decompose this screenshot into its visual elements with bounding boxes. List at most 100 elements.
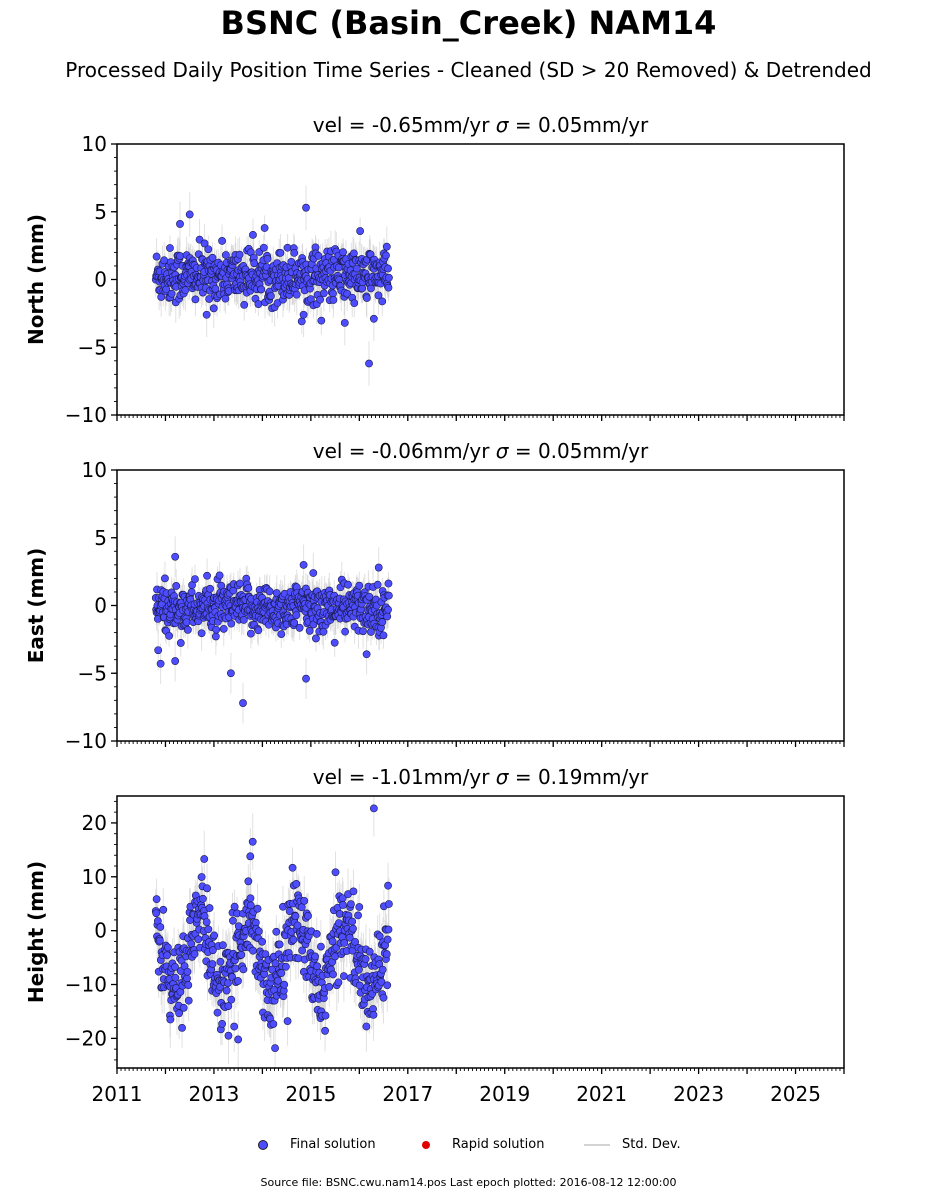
x-tick-label: 2015 — [285, 1082, 336, 1106]
data-point — [291, 912, 300, 921]
data-point — [329, 296, 338, 304]
data-point — [208, 253, 217, 262]
data-layer — [151, 185, 393, 386]
data-point — [299, 310, 308, 319]
data-point — [204, 245, 213, 254]
data-point — [191, 295, 200, 304]
data-point — [248, 837, 257, 846]
legend-final-label: Final solution — [290, 1137, 376, 1152]
data-point — [230, 902, 239, 911]
data-point — [221, 294, 230, 303]
data-point — [347, 900, 355, 909]
data-point — [191, 575, 199, 584]
data-point — [190, 950, 199, 958]
data-point — [253, 904, 262, 913]
data-point — [334, 978, 343, 987]
data-point — [355, 581, 364, 590]
chart-subtitle: Processed Daily Position Time Series - C… — [65, 58, 872, 82]
data-point — [210, 931, 219, 940]
data-point — [219, 624, 228, 633]
data-point — [321, 1011, 330, 1020]
panel-title: vel = -1.01mm/yr σ = 0.19mm/yr — [313, 765, 649, 789]
data-point — [166, 244, 174, 252]
data-point — [317, 316, 326, 325]
data-point — [384, 579, 393, 588]
data-point — [383, 935, 392, 944]
data-point — [249, 946, 257, 955]
data-point — [272, 589, 281, 597]
panel-title: vel = -0.65mm/yr σ = 0.05mm/yr — [313, 113, 649, 137]
data-point — [152, 895, 161, 904]
data-point — [355, 903, 364, 911]
data-point — [384, 273, 393, 282]
legend-std-label: Std. Dev. — [622, 1137, 681, 1152]
data-point — [331, 868, 340, 877]
x-tick-label: 2011 — [92, 1082, 143, 1106]
data-point — [384, 881, 392, 890]
data-point — [204, 925, 213, 934]
final-solution-marker — [258, 1139, 268, 1150]
data-point — [229, 916, 237, 925]
data-point — [339, 248, 347, 257]
data-point — [384, 283, 393, 292]
data-point — [362, 650, 371, 659]
data-point — [211, 284, 220, 293]
data-point — [292, 880, 301, 888]
data-point — [187, 588, 196, 596]
data-point — [257, 285, 266, 294]
legend-rapid-label: Rapid solution — [452, 1137, 545, 1152]
data-point — [382, 950, 391, 959]
data-point — [369, 804, 378, 813]
source-footer: Source file: BSNC.cwu.nam14.pos Last epo… — [260, 1176, 677, 1189]
data-point — [340, 939, 349, 947]
data-point — [197, 873, 206, 881]
data-point — [244, 584, 253, 592]
data-point — [379, 993, 388, 1002]
data-point — [246, 629, 255, 638]
data-point — [239, 699, 247, 707]
legend-std: Std. Dev. — [584, 1137, 681, 1152]
data-point — [367, 628, 375, 636]
y-tick-label: 5 — [94, 526, 107, 550]
data-point — [171, 973, 180, 982]
y-tick-label: 0 — [94, 594, 107, 618]
data-point — [362, 1022, 371, 1031]
data-point — [314, 251, 323, 260]
data-point — [227, 619, 236, 628]
data-point — [227, 995, 236, 1004]
data-point — [176, 639, 185, 647]
data-point — [383, 612, 392, 621]
data-point — [203, 571, 211, 580]
y-axis-label: North (mm) — [24, 214, 48, 345]
data-point — [182, 618, 191, 627]
data-point — [283, 1017, 292, 1026]
data-point — [316, 295, 324, 304]
data-point — [215, 571, 224, 580]
data-point — [208, 960, 217, 968]
data-point — [309, 569, 318, 577]
data-point — [152, 252, 161, 261]
data-point — [365, 359, 373, 368]
data-point — [350, 299, 359, 308]
data-point — [183, 967, 192, 976]
data-point — [352, 264, 361, 273]
data-point — [304, 912, 312, 920]
data-point — [240, 300, 249, 309]
data-point — [378, 618, 387, 627]
x-tick-label: 2025 — [770, 1082, 821, 1106]
data-point — [183, 974, 191, 983]
data-point — [271, 959, 280, 968]
data-point — [340, 318, 349, 327]
data-point — [172, 582, 181, 590]
y-tick-label: 20 — [82, 811, 107, 835]
y-tick-label: 0 — [94, 919, 107, 943]
data-point — [384, 925, 393, 934]
y-tick-label: 5 — [94, 200, 107, 224]
data-point — [239, 965, 248, 974]
y-tick-label: 0 — [94, 268, 107, 292]
data-point — [378, 965, 387, 974]
data-point — [384, 591, 393, 600]
data-point — [154, 646, 163, 655]
data-point — [221, 251, 230, 259]
std-dev-line — [584, 1143, 610, 1146]
